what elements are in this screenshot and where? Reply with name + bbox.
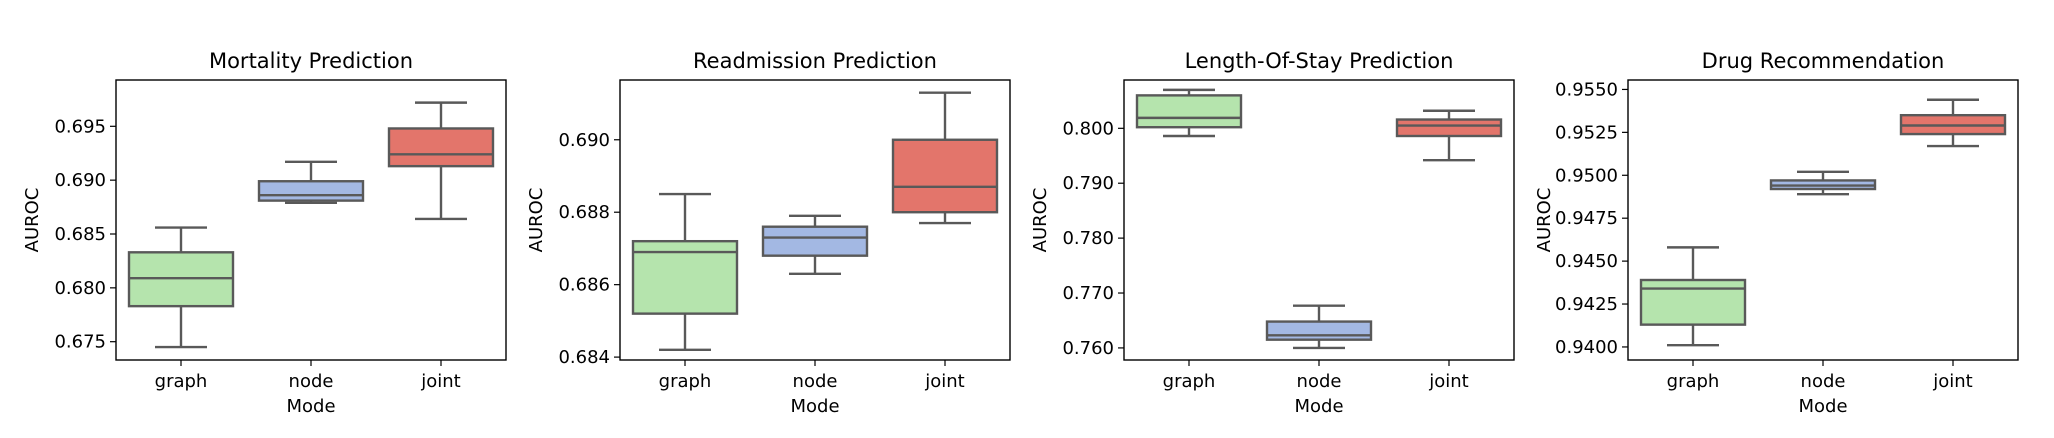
box-joint: [891, 91, 999, 225]
box-graph: [1135, 88, 1243, 138]
y-axis-label: AUROC: [1030, 188, 1051, 253]
iqr-box: [1395, 118, 1503, 138]
iqr-box: [1639, 278, 1747, 326]
y-tick-label: 0.688: [558, 202, 610, 223]
x-tick-label: node: [1801, 371, 1846, 392]
x-tick-label: node: [289, 371, 334, 392]
iqr-box: [1265, 320, 1373, 341]
y-tick-label: 0.685: [54, 224, 106, 245]
y-tick-label: 0.9525: [1555, 122, 1618, 143]
iqr-box: [257, 180, 365, 202]
y-tick-label: 0.800: [1062, 118, 1114, 139]
x-axis-label: Mode: [1798, 396, 1847, 417]
plot-frame: [619, 79, 1011, 361]
box-node: [257, 160, 365, 204]
plot-frame: [1627, 79, 2019, 361]
iqr-box: [387, 127, 495, 168]
chart-panel-3: Length-Of-Stay Prediction 0.760 0.770 0.780…: [1030, 49, 1515, 417]
x-tick-label: graph: [659, 371, 712, 392]
chart-title: Length-Of-Stay Prediction: [1185, 49, 1454, 73]
x-axis-label: Mode: [790, 396, 839, 417]
chart-title: Mortality Prediction: [209, 49, 413, 73]
x-tick-label: node: [1297, 371, 1342, 392]
box-node: [761, 214, 869, 275]
x-tick-label: node: [793, 371, 838, 392]
x-tick-label: graph: [155, 371, 208, 392]
y-tick-label: 0.686: [558, 275, 610, 296]
box-graph: [127, 226, 235, 349]
x-axis-label: Mode: [286, 396, 335, 417]
x-tick-label: graph: [1163, 371, 1216, 392]
y-tick-label: 0.695: [54, 116, 106, 137]
y-tick-label: 0.9500: [1555, 165, 1618, 186]
x-tick-label: graph: [1667, 371, 1720, 392]
y-tick-label: 0.9425: [1555, 294, 1618, 315]
box-graph: [631, 192, 739, 352]
box-node: [1769, 170, 1877, 196]
y-tick-label: 0.9400: [1555, 337, 1618, 358]
y-tick-label: 0.770: [1062, 283, 1114, 304]
iqr-box: [1135, 94, 1243, 129]
iqr-box: [891, 138, 999, 214]
x-axis-label: Mode: [1294, 396, 1343, 417]
y-tick-label: 0.690: [54, 170, 106, 191]
x-tick-label: joint: [924, 371, 964, 392]
y-axis-label: AUROC: [22, 188, 43, 253]
chart-panel-4: Drug Recommendation 0.9400 0.9425 0.9450 0.9…: [1534, 49, 2019, 417]
box-joint: [387, 101, 495, 221]
x-tick-label: joint: [1932, 371, 1972, 392]
y-tick-label: 0.680: [54, 278, 106, 299]
chart-panel-2: Readmission Prediction 0.684 0.686 0.688 0.6…: [526, 49, 1011, 417]
y-tick-label: 0.675: [54, 332, 106, 353]
box-graph: [1639, 246, 1747, 347]
y-tick-label: 0.760: [1062, 338, 1114, 359]
iqr-box: [761, 225, 869, 257]
box-node: [1265, 304, 1373, 350]
plot-frame: [1123, 79, 1515, 361]
y-axis-label: AUROC: [1534, 188, 1555, 253]
y-tick-label: 0.9450: [1555, 251, 1618, 272]
iqr-box: [631, 239, 739, 315]
chart-title: Drug Recommendation: [1702, 49, 1945, 73]
y-tick-label: 0.690: [558, 130, 610, 151]
y-tick-label: 0.9550: [1555, 79, 1618, 100]
x-tick-label: joint: [1428, 371, 1468, 392]
x-tick-label: joint: [420, 371, 460, 392]
y-axis-label: AUROC: [526, 188, 547, 253]
chart-panel-1: Mortality Prediction 0.675 0.680 0.685 0.690…: [22, 49, 507, 417]
plot-frame: [115, 79, 507, 361]
y-tick-label: 0.790: [1062, 173, 1114, 194]
box-joint: [1395, 109, 1503, 162]
chart-title: Readmission Prediction: [693, 49, 937, 73]
y-tick-label: 0.9475: [1555, 208, 1618, 229]
y-tick-label: 0.780: [1062, 228, 1114, 249]
box-joint: [1899, 98, 2007, 148]
y-tick-label: 0.684: [558, 347, 610, 368]
